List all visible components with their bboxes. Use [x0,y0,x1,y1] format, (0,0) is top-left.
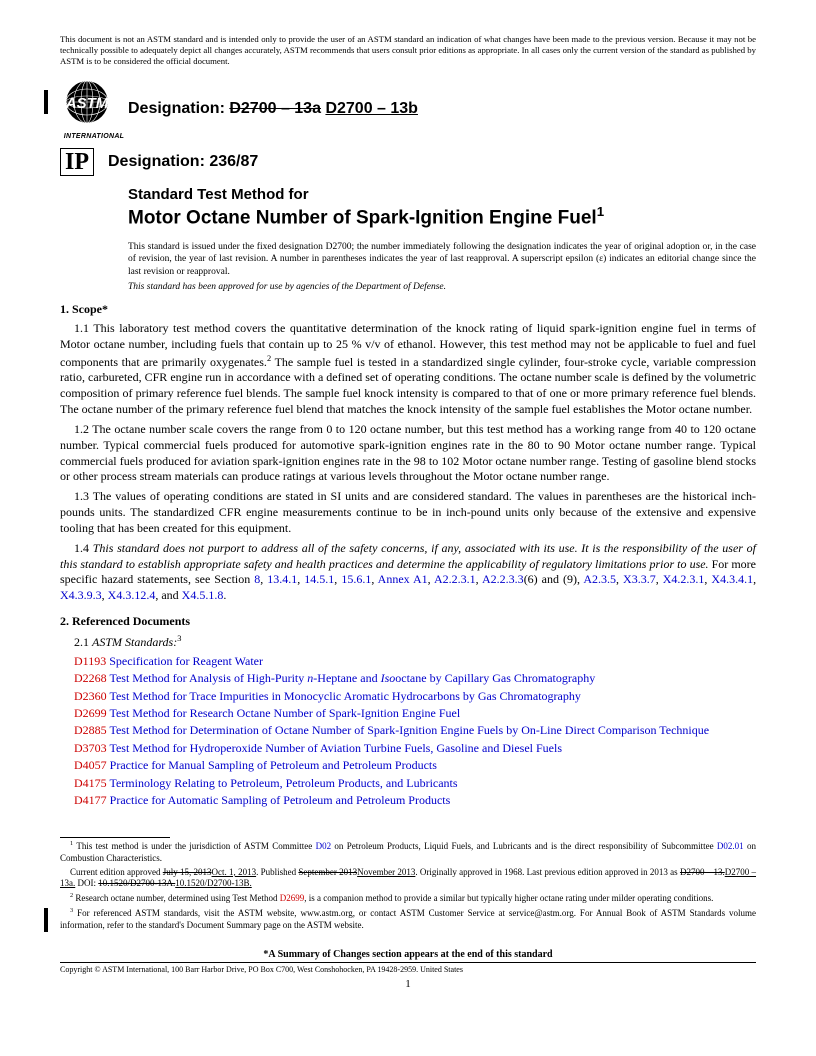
title-block: Standard Test Method for Motor Octane Nu… [128,186,756,292]
xref-link[interactable]: X4.3.4.1 [711,572,753,586]
reference-item: D2268 Test Method for Analysis of High-P… [74,670,756,687]
std-title-link[interactable]: Practice for Automatic Sampling of Petro… [107,793,451,807]
change-bar-icon [44,90,48,114]
std-title-link[interactable]: Test Method for Determination of Octane … [107,723,709,737]
std-title-link[interactable]: Specification for Reagent Water [106,654,263,668]
xref-link[interactable]: Annex A1 [378,572,428,586]
astm-header-row: ASTM INTERNATIONAL Designation: D2700 – … [60,79,756,140]
std-title-link[interactable]: Terminology Relating to Petroleum, Petro… [107,776,458,790]
change-bar-icon [44,908,48,932]
xref-link[interactable]: X4.5.1.8 [182,588,224,602]
std-code-link[interactable]: D1193 [74,654,106,668]
xref-link[interactable]: X4.2.3.1 [663,572,705,586]
astm-logo: ASTM INTERNATIONAL [60,79,128,140]
xref-link[interactable]: 15.6.1 [341,572,371,586]
std-title-link[interactable]: Test Method for Research Octane Number o… [107,706,461,720]
xref-link[interactable]: X4.3.9.3 [60,588,102,602]
std-code-link[interactable]: D2360 [74,689,107,703]
old-designation: D2700 – 13a [229,100,321,117]
xref-link[interactable]: A2.2.3.1 [434,572,476,586]
page: This document is not an ASTM standard an… [0,0,816,1056]
std-title-link[interactable]: Test Method for Trace Impurities in Mono… [107,689,581,703]
xref-link[interactable]: X3.3.7 [623,572,656,586]
para-1-2: 1.2 The octane number scale covers the r… [60,422,756,485]
std-code-link[interactable]: D2699 [74,706,107,720]
copyright-line: Copyright © ASTM International, 100 Barr… [60,962,756,974]
ip-logo: IP [60,148,94,176]
reference-item: D3703 Test Method for Hydroperoxide Numb… [74,740,756,757]
top-disclaimer: This document is not an ASTM standard an… [60,34,756,67]
new-designation: D2700 – 13b [325,100,418,117]
astm-designation: Designation: D2700 – 13a D2700 – 13b [128,100,418,118]
reference-item: D4057 Practice for Manual Sampling of Pe… [74,757,756,774]
reference-item: D4177 Practice for Automatic Sampling of… [74,792,756,809]
std-title-link[interactable]: Test Method for Hydroperoxide Number of … [107,741,562,755]
xref-link[interactable]: 14.5.1 [304,572,334,586]
subcommittee-link[interactable]: D02.01 [717,841,744,851]
footnote-2: 2 Research octane number, determined usi… [60,892,756,905]
xref-link[interactable]: X4.3.12.4 [108,588,156,602]
xref-link[interactable]: A2.3.5 [583,572,616,586]
committee-link[interactable]: D02 [316,841,332,851]
para-1-1: 1.1 This laboratory test method covers t… [60,321,756,418]
para-2-1: 2.1 ASTM Standards:3 [60,633,756,651]
std-title-link[interactable]: Test Method for Analysis of High-Purity … [107,671,596,685]
std-code-link[interactable]: D4177 [74,793,107,807]
ip-designation: Designation: 236/87 [108,153,258,171]
reference-item: D2360 Test Method for Trace Impurities i… [74,688,756,705]
para-1-4: 1.4 This standard does not purport to ad… [60,541,756,604]
title-line-1: Standard Test Method for [128,186,756,204]
footnote-rule [60,837,170,838]
summary-note: *A Summary of Changes section appears at… [60,949,756,960]
reference-item: D2699 Test Method for Research Octane Nu… [74,705,756,722]
international-label: INTERNATIONAL [60,133,128,140]
xref-link[interactable]: A2.2.3.3 [482,572,524,586]
footnote-1b: Current edition approved July 15, 2013Oc… [60,867,756,890]
xref-link[interactable]: 8 [254,572,260,586]
issuance-note: This standard is issued under the fixed … [128,241,756,278]
page-number: 1 [60,978,756,990]
xref-link[interactable]: 13.4.1 [267,572,297,586]
d2699-link[interactable]: D2699 [280,893,305,903]
std-code-link[interactable]: D3703 [74,741,107,755]
std-code-link[interactable]: D4057 [74,758,107,772]
section-2-heading: 2. Referenced Documents [60,614,756,629]
std-title-link[interactable]: Practice for Manual Sampling of Petroleu… [107,758,437,772]
astm-globe-icon: ASTM [60,79,114,133]
reference-item: D2885 Test Method for Determination of O… [74,722,756,739]
std-code-link[interactable]: D2268 [74,671,107,685]
footnote-1: 1 This test method is under the jurisdic… [60,840,756,864]
std-code-link[interactable]: D4175 [74,776,107,790]
section-1-heading: 1. Scope* [60,302,756,317]
reference-item: D4175 Terminology Relating to Petroleum,… [74,775,756,792]
dod-note: This standard has been approved for use … [128,282,756,292]
svg-text:ASTM: ASTM [65,95,109,112]
para-1-3: 1.3 The values of operating conditions a… [60,489,756,536]
footnote-3: 3 For referenced ASTM standards, visit t… [60,907,756,931]
reference-list: D1193 Specification for Reagent WaterD22… [74,653,756,810]
title-line-2: Motor Octane Number of Spark-Ignition En… [128,204,756,229]
std-code-link[interactable]: D2885 [74,723,107,737]
ip-header-row: IP Designation: 236/87 [60,148,756,176]
reference-item: D1193 Specification for Reagent Water [74,653,756,670]
